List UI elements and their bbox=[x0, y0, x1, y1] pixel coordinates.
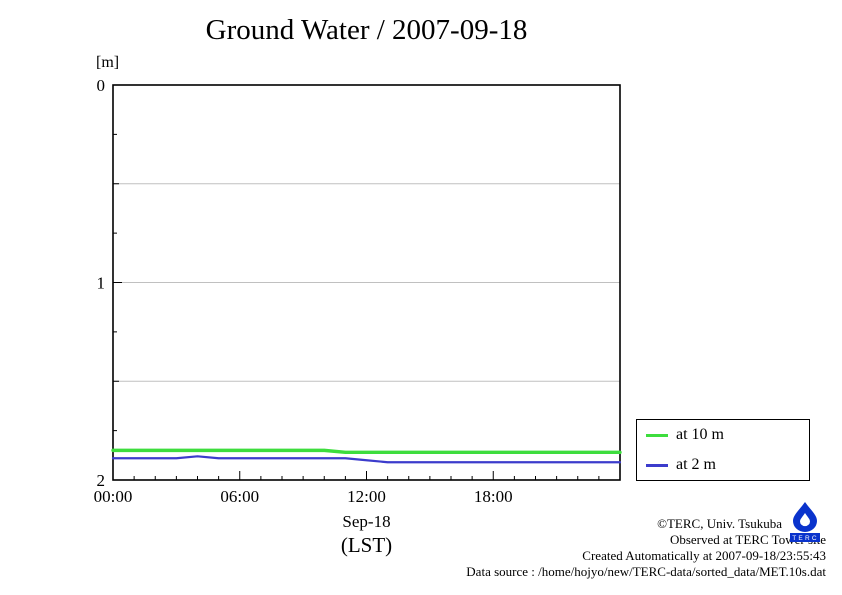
x-axis-date-label: Sep-18 bbox=[342, 512, 391, 531]
x-axis-timezone-label: (LST) bbox=[340, 533, 393, 557]
y-axis-unit-label: [m] bbox=[96, 54, 120, 71]
svg-text:1: 1 bbox=[97, 274, 106, 293]
svg-text:00:00: 00:00 bbox=[94, 487, 133, 506]
legend-line-sample-green bbox=[646, 433, 668, 437]
legend-line-sample-blue bbox=[646, 463, 668, 467]
legend-item-at-10m: at 10 m bbox=[637, 422, 809, 448]
footer-credits: ©TERC, Univ. Tsukuba Observed at TERC To… bbox=[466, 516, 826, 580]
observed-site-line: Observed at TERC Tower site bbox=[669, 532, 826, 547]
copyright-line: ©TERC, Univ. Tsukuba bbox=[657, 516, 782, 531]
svg-text:2: 2 bbox=[97, 471, 106, 490]
terc-logo-inner-drop-icon bbox=[800, 513, 810, 527]
terc-logo: TERC bbox=[790, 502, 820, 542]
legend-label: at 10 m bbox=[676, 426, 724, 443]
svg-text:06:00: 06:00 bbox=[220, 487, 259, 506]
chart-title: Ground Water / 2007-09-18 bbox=[205, 14, 528, 46]
created-timestamp-line: Created Automatically at 2007-09-18/23:5… bbox=[582, 548, 826, 563]
legend-box: at 10 m at 2 m bbox=[636, 419, 810, 481]
legend-label: at 2 m bbox=[676, 456, 716, 473]
svg-text:0: 0 bbox=[97, 76, 106, 95]
svg-text:18:00: 18:00 bbox=[474, 487, 513, 506]
terc-logo-banner bbox=[790, 533, 820, 542]
legend-item-at-2m: at 2 m bbox=[637, 452, 809, 478]
svg-text:12:00: 12:00 bbox=[347, 487, 386, 506]
data-source-line: Data source : /home/hojyo/new/TERC-data/… bbox=[466, 564, 826, 579]
terc-logo-text: TERC bbox=[792, 535, 819, 542]
